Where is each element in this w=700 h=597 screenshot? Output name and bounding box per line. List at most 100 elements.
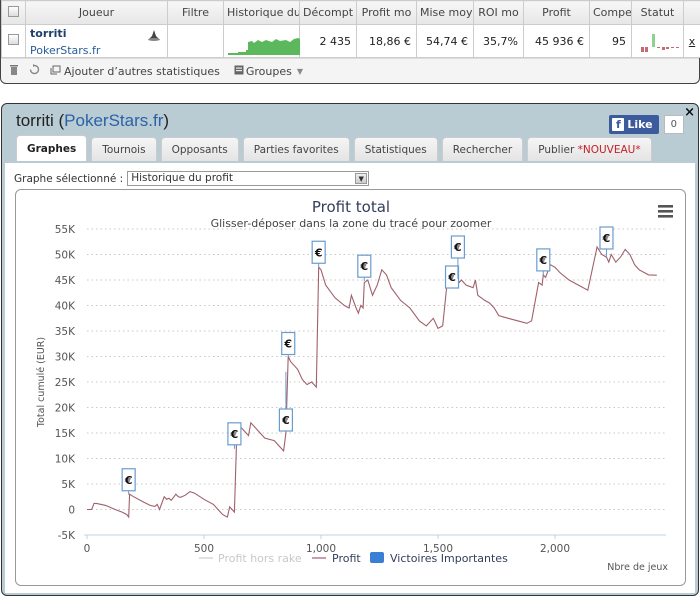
chart-subtitle: Glisser-déposer dans la zone du tracé po…	[211, 217, 492, 230]
table-row: torriti PokerStars.fr 2 435 18,86 € 54,7…	[1, 24, 700, 58]
tab-content-graphes: Graphe sélectionné : Historique du profi…	[5, 163, 695, 593]
close-icon[interactable]: ×	[684, 105, 695, 120]
groups-icon	[234, 65, 244, 78]
x-tick-label: 0	[84, 543, 91, 555]
euro-icon: €	[602, 232, 611, 245]
col-header-profit-moyen[interactable]: Profit mo	[356, 0, 417, 25]
y-tick-label: 40K	[55, 301, 76, 313]
tab-publier[interactable]: Publier *NOUVEAU*	[527, 137, 652, 161]
y-tick-label: 50K	[55, 250, 76, 262]
shark-icon	[147, 29, 161, 45]
players-table: Joueur Filtre Historique du Décompt Prof…	[1, 0, 700, 58]
graph-select-value: Historique du profit	[131, 172, 233, 184]
col-header-historique[interactable]: Historique du	[223, 0, 300, 25]
col-header-decompte[interactable]: Décompt	[299, 0, 357, 25]
facebook-like-count: 0	[663, 115, 684, 134]
victoire-importante-marker[interactable]: €	[536, 248, 551, 275]
x-tick-label: 2,000	[540, 543, 570, 555]
tab-publier-label: Publier	[538, 144, 575, 156]
popup-title: torriti (PokerStars.fr)	[16, 111, 170, 130]
player-site-link[interactable]: PokerStars.fr	[30, 43, 101, 57]
graph-select-dropdown[interactable]: Historique du profit ▼	[127, 171, 370, 186]
y-axis-label: Total cumulé (EUR)	[36, 337, 47, 428]
avg-profit: 18,86 €	[356, 24, 417, 58]
player-name-link[interactable]: torriti	[30, 26, 67, 40]
profit: 45 936 €	[523, 24, 590, 58]
select-all-checkbox[interactable]	[1, 0, 26, 25]
profit-chart[interactable]: Profit total Glisser-déposer dans la zone…	[15, 189, 686, 586]
victoire-importante-marker[interactable]: €	[599, 226, 614, 258]
victoire-importante-marker[interactable]: €	[278, 371, 293, 432]
col-header-roi-moyen[interactable]: ROI mo	[473, 0, 524, 25]
groups-label: Groupes	[245, 64, 292, 78]
popup-site-link[interactable]: PokerStars.fr	[64, 111, 164, 130]
trash-icon[interactable]	[9, 64, 19, 78]
filter-cell	[167, 24, 224, 58]
euro-icon: €	[538, 254, 547, 267]
chart-menu-icon[interactable]	[658, 205, 673, 218]
x-tick-label: 500	[194, 543, 214, 555]
chevron-down-icon: ▼	[296, 66, 304, 76]
tab-opposants[interactable]: Opposants	[160, 137, 239, 161]
players-table-panel: Joueur Filtre Historique du Décompt Prof…	[0, 0, 700, 84]
remove-player-button[interactable]: x	[683, 24, 700, 58]
status-chart	[631, 24, 684, 58]
graph-select-row: Graphe sélectionné : Historique du profi…	[14, 171, 370, 186]
y-tick-label: 45K	[55, 275, 76, 287]
facebook-like-widget: f Like 0	[609, 115, 684, 134]
col-header-mise-moyenne[interactable]: Mise moy	[416, 0, 474, 25]
x-tick-label: 1,500	[423, 543, 453, 555]
add-statistics-button[interactable]: Ajouter d’autres statistiques	[50, 65, 220, 78]
player-details-popup: torriti (PokerStars.fr) × f Like 0 Graph…	[1, 103, 699, 596]
victoire-importante-marker[interactable]: €	[450, 235, 465, 279]
tab-statistiques[interactable]: Statistiques	[353, 137, 438, 161]
col-header-competence[interactable]: Compe	[589, 0, 632, 25]
tab-rechercher[interactable]: Rechercher	[441, 137, 524, 161]
col-header-profit[interactable]: Profit	[523, 0, 590, 25]
y-tick-label: 35K	[55, 326, 76, 338]
popup-player-name: torriti	[16, 111, 54, 130]
victoire-importante-marker[interactable]: €	[444, 265, 460, 289]
row-checkbox[interactable]	[1, 24, 26, 58]
col-header-filtre[interactable]: Filtre	[167, 0, 224, 25]
chart-title: Profit total	[312, 198, 390, 216]
history-sparkline	[223, 24, 300, 58]
euro-icon: €	[359, 260, 368, 273]
euro-icon: €	[447, 271, 456, 284]
victoire-importante-marker[interactable]: €	[311, 240, 326, 268]
y-tick-label: -5K	[58, 530, 76, 542]
euro-icon: €	[314, 246, 323, 259]
euro-icon: €	[230, 428, 239, 441]
legend-victoires-swatch	[370, 552, 384, 563]
col-header-actions	[683, 0, 700, 25]
new-badge: *NOUVEAU*	[577, 144, 641, 156]
facebook-like-button[interactable]: f Like	[609, 115, 659, 134]
tab-parties-favorites[interactable]: Parties favorites	[242, 137, 350, 161]
facebook-like-label: Like	[627, 118, 653, 131]
victoire-importante-marker[interactable]: €	[227, 422, 242, 449]
refresh-icon[interactable]	[29, 64, 40, 78]
dropdown-arrow-icon: ▼	[355, 173, 368, 184]
player-cell: torriti PokerStars.fr	[25, 24, 168, 58]
facebook-icon: f	[612, 118, 625, 131]
victoire-importante-marker[interactable]: €	[357, 254, 372, 282]
legend-profit-hors-rake[interactable]: Profit hors rake	[218, 552, 302, 565]
y-tick-label: 25K	[55, 377, 76, 389]
tab-tournois[interactable]: Tournois	[91, 137, 157, 161]
col-header-joueur[interactable]: Joueur	[25, 0, 168, 25]
tab-graphes[interactable]: Graphes	[16, 135, 88, 161]
col-header-statut[interactable]: Statut	[631, 0, 684, 25]
groups-dropdown[interactable]: Groupes ▼	[234, 65, 303, 78]
euro-icon: €	[281, 414, 290, 427]
table-toolbar: Ajouter d’autres statistiques Groupes ▼	[1, 58, 699, 83]
table-header-row: Joueur Filtre Historique du Décompt Prof…	[1, 0, 700, 25]
legend-victoires-importantes[interactable]: Victoires Importantes	[390, 552, 508, 565]
y-tick-label: 5K	[61, 479, 76, 491]
y-tick-label: 55K	[55, 224, 76, 236]
y-tick-label: 15K	[55, 428, 76, 440]
euro-icon: €	[453, 241, 462, 254]
victoire-importante-marker[interactable]: €	[281, 331, 296, 357]
victoire-importante-marker[interactable]: €	[121, 468, 136, 495]
legend-profit[interactable]: Profit	[332, 552, 361, 565]
